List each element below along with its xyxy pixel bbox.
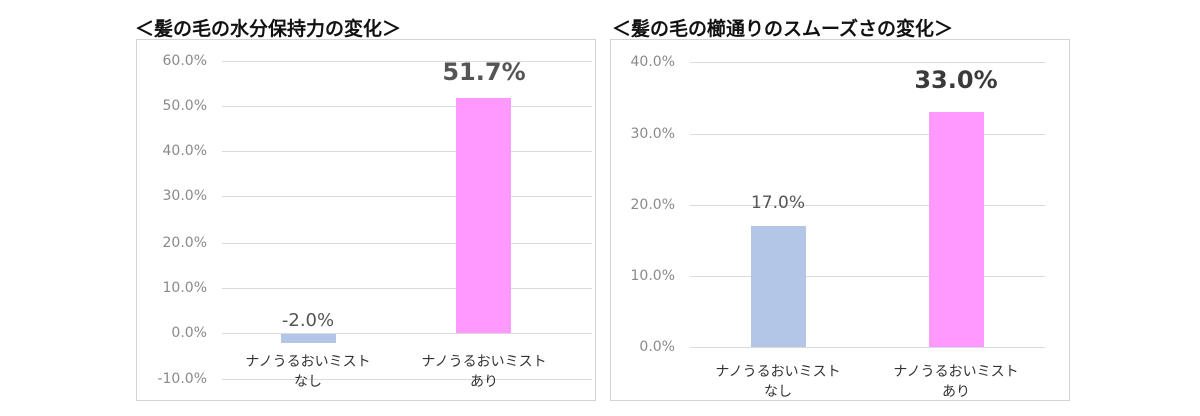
y-tick: 10.0%: [630, 268, 675, 284]
gridline: [222, 151, 592, 152]
y-tick: 60.0%: [162, 53, 207, 69]
x-label-line: なし: [764, 384, 792, 400]
gridline: [690, 134, 1045, 135]
y-tick: 0.0%: [639, 339, 675, 355]
bar-with-mist: [456, 98, 511, 333]
gridline: [222, 106, 592, 107]
y-tick: 10.0%: [162, 280, 207, 296]
y-tick: -10.0%: [157, 371, 207, 387]
bar-without-mist: [281, 334, 336, 343]
bar-with-mist: [929, 112, 984, 347]
zero-axis-line: [222, 333, 592, 334]
gridline: [222, 379, 592, 380]
gridline: [222, 288, 592, 289]
chart-title: ＜髪の毛の櫛通りのスムーズさの変化＞: [612, 18, 954, 40]
x-category-label: ナノうるおいミスト あり: [414, 352, 554, 392]
gridline: [222, 61, 592, 62]
chart-frame: [136, 39, 596, 401]
x-label-line: なし: [294, 374, 322, 390]
data-label: -2.0%: [281, 310, 335, 331]
gridline: [690, 62, 1045, 63]
y-tick: 20.0%: [162, 235, 207, 251]
data-label: 33.0%: [914, 66, 998, 94]
y-tick: 0.0%: [171, 325, 207, 341]
x-label-line: あり: [942, 384, 970, 400]
data-label: 17.0%: [750, 193, 805, 213]
y-tick: 40.0%: [162, 143, 207, 159]
y-tick: 30.0%: [630, 126, 675, 142]
gridline: [690, 205, 1045, 206]
zero-axis-line: [690, 347, 1045, 348]
y-tick: 50.0%: [162, 98, 207, 114]
x-category-label: ナノうるおいミスト なし: [708, 362, 848, 402]
chart-title: ＜髪の毛の水分保持力の変化＞: [135, 18, 402, 40]
chart-frame: [610, 39, 1070, 401]
x-label-line: ナノうるおいミスト: [245, 354, 371, 370]
y-tick: 20.0%: [630, 197, 675, 213]
y-tick: 40.0%: [630, 54, 675, 70]
gridline: [222, 196, 592, 197]
x-category-label: ナノうるおいミスト あり: [886, 362, 1026, 402]
y-tick: 30.0%: [162, 188, 207, 204]
bar-without-mist: [751, 226, 806, 347]
gridline: [222, 243, 592, 244]
gridline: [690, 276, 1045, 277]
x-label-line: ナノうるおいミスト: [715, 364, 841, 380]
x-label-line: あり: [470, 374, 498, 390]
x-category-label: ナノうるおいミスト なし: [238, 352, 378, 392]
data-label: 51.7%: [442, 58, 526, 86]
x-label-line: ナノうるおいミスト: [421, 354, 547, 370]
x-label-line: ナノうるおいミスト: [893, 364, 1019, 380]
